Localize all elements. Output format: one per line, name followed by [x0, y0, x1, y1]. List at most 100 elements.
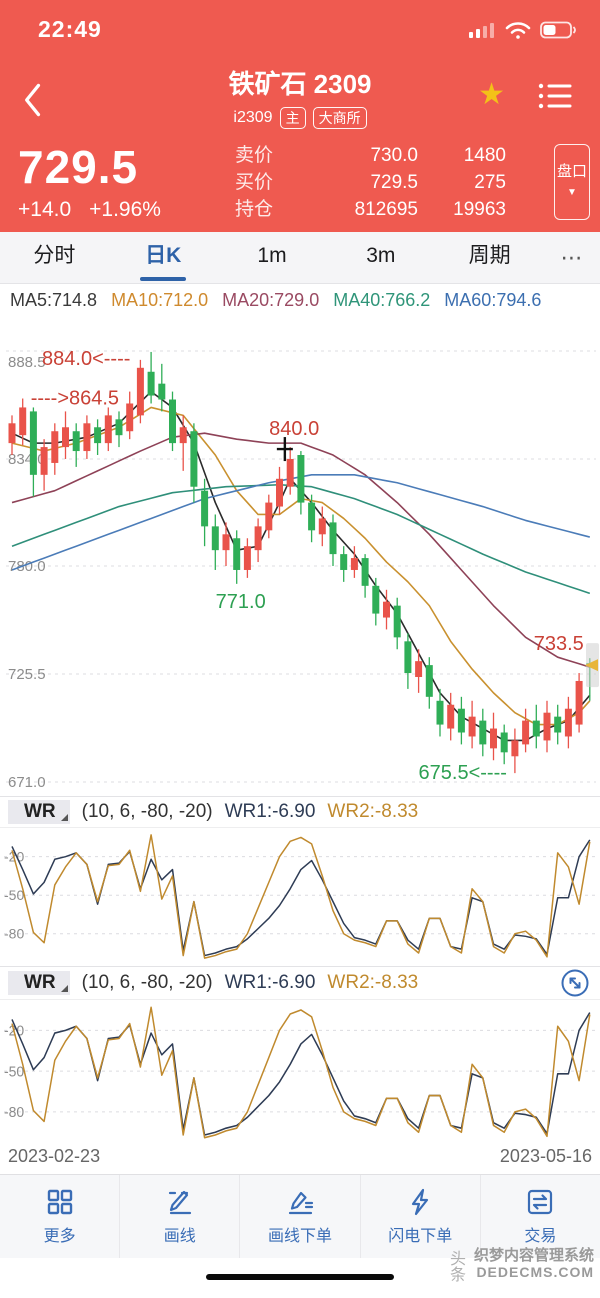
clock: 22:49	[38, 16, 102, 42]
quote-summary: 729.5 +14.0 +1.96% 卖价 730.0 1480 买价 729.5 275…	[0, 140, 600, 230]
toolbar-label: 闪电下单	[388, 1228, 453, 1245]
ma-legend-item: MA5:714.8	[10, 290, 98, 310]
svg-text:-80: -80	[4, 926, 24, 942]
svg-text:-50: -50	[4, 887, 24, 903]
toolbar-label: 交易	[524, 1228, 557, 1245]
tab-3m[interactable]: 3m	[366, 244, 396, 267]
toolbar-trade-button[interactable]: 交易	[479, 1175, 600, 1258]
toolbar-draw-line-button[interactable]: 画线	[119, 1175, 239, 1258]
wr-indicator-panel-1: WR (10, 6, -80, -20) WR1:-6.90 WR2:-8.33…	[0, 796, 600, 966]
wr-header-1: WR (10, 6, -80, -20) WR1:-6.90 WR2:-8.33	[0, 796, 600, 828]
toolbar-label: 更多	[43, 1228, 76, 1245]
title-block: 铁矿石 2309 i2309 主 大商所	[0, 64, 600, 129]
expand-chart-icon[interactable]	[560, 968, 590, 998]
wr-header-2: WR (10, 6, -80, -20) WR1:-6.90 WR2:-8.33	[0, 966, 600, 1000]
watermark-tag: 头条	[449, 1251, 466, 1284]
svg-text:675.5<----: 675.5<----	[419, 762, 507, 784]
lightning-icon	[412, 1188, 429, 1216]
svg-text:733.5: 733.5	[534, 633, 584, 655]
tab-分时[interactable]: 分时	[33, 244, 76, 267]
favorite-star-icon[interactable]: ★	[478, 78, 505, 111]
bid-ask-grid: 卖价 730.0 1480 买价 729.5 275 持仓 812695 19963	[235, 142, 506, 223]
quote-cell: 730.0	[370, 145, 418, 166]
wr-indicator-selector-2[interactable]: WR	[8, 971, 70, 995]
quote-cell: 729.5	[370, 172, 418, 193]
toolbar-grid-button[interactable]: 更多	[0, 1175, 119, 1258]
grid-icon	[47, 1189, 72, 1215]
svg-text:888.5: 888.5	[8, 354, 46, 371]
toolbar-lightning-button[interactable]: 闪电下单	[359, 1175, 480, 1258]
battery-icon	[540, 21, 576, 39]
last-price: 729.5	[18, 141, 139, 193]
toolbar-draw-order-button[interactable]: 画线下单	[239, 1175, 359, 1258]
svg-text:840.0: 840.0	[269, 418, 319, 440]
svg-text:884.0<----: 884.0<----	[42, 348, 130, 370]
price-change: +14.0 +1.96%	[18, 198, 161, 222]
quote-cell: 持仓	[235, 199, 274, 220]
quote-cell: 买价	[235, 172, 274, 193]
draw-line-icon	[168, 1190, 191, 1215]
cellular-signal-icon	[469, 23, 494, 38]
ma-legend: MA5:714.8 MA10:712.0 MA20:729.0 MA40:766.2 M…	[0, 284, 600, 340]
quote-row: 卖价 730.0 1480	[235, 142, 506, 169]
tab-more[interactable]: ⋯	[560, 244, 584, 270]
back-icon[interactable]	[18, 80, 48, 120]
depth-panel-button[interactable]: 盘口 ▼	[554, 144, 590, 220]
watchlist-menu-icon[interactable]	[538, 82, 572, 110]
svg-text:771.0: 771.0	[216, 591, 266, 613]
wr-params-2: (10, 6, -80, -20)	[81, 972, 213, 993]
watermark-line2: DEDECMS.COM	[476, 1264, 594, 1280]
svg-text:---->864.5: ---->864.5	[31, 388, 119, 410]
change-percent: +1.96%	[89, 198, 161, 221]
ma-legend-item: MA60:794.6	[444, 290, 542, 310]
nav-row: 铁矿石 2309 i2309 主 大商所 ★	[0, 62, 600, 140]
wr1-value: WR1:-6.90	[224, 801, 316, 822]
bottom-toolbar: 更多 画线 画线下单 闪电下单 交易	[0, 1174, 600, 1258]
quote-row: 买价 729.5 275	[235, 169, 506, 196]
svg-text:-80: -80	[4, 1105, 24, 1121]
quote-cell: 19963	[453, 199, 506, 220]
wifi-icon	[505, 22, 531, 39]
quote-row: 持仓 812695 19963	[235, 196, 506, 223]
trade-icon	[528, 1189, 553, 1215]
svg-text:725.5: 725.5	[8, 666, 46, 683]
page-title: 铁矿石 2309	[228, 69, 372, 99]
toolbar-label: 画线	[163, 1228, 196, 1245]
wr-params: (10, 6, -80, -20)	[81, 801, 213, 822]
contract-subtitle: i2309 主 大商所	[0, 107, 600, 129]
status-bar: 22:49	[0, 0, 600, 55]
quote-cell: 275	[474, 172, 506, 193]
tab-周期[interactable]: 周期	[468, 244, 511, 267]
header: 22:49	[0, 0, 600, 232]
depth-button-label: 盘口	[556, 163, 587, 180]
quote-cell: 812695	[354, 199, 418, 220]
toolbar-label: 画线下单	[268, 1228, 333, 1245]
svg-text:671.0: 671.0	[8, 774, 46, 791]
ma-legend-item: MA10:712.0	[111, 290, 209, 310]
watermark-line1: 织梦内容管理系统	[473, 1247, 594, 1264]
wr-indicator-panel-2: WR (10, 6, -80, -20) WR1:-6.90 WR2:-8.33…	[0, 966, 600, 1146]
ma-legend-item: MA40:766.2	[333, 290, 431, 310]
exchange-badge: 大商所	[312, 107, 367, 129]
wr1-value-2: WR1:-6.90	[224, 972, 316, 993]
chart-start-date: 2023-02-23	[8, 1146, 101, 1166]
quote-cell: 1480	[463, 145, 506, 166]
contract-code: i2309	[233, 109, 273, 126]
home-indicator[interactable]	[206, 1274, 394, 1280]
svg-text:780.0: 780.0	[8, 558, 46, 575]
wr2-value-2: WR2:-8.33	[327, 972, 419, 993]
candlestick-chart[interactable]: 888.5 834.0 780.0 725.5 671.0 884.0<---- ---->…	[0, 340, 600, 796]
tab-日K[interactable]: 日K	[109, 232, 218, 283]
quote-cell: 卖价	[235, 145, 274, 166]
ma-legend-item: MA20:729.0	[222, 290, 320, 310]
watermark: 头条 织梦内容管理系统 DEDECMS.COM	[450, 1247, 594, 1284]
wr2-value: WR2:-8.33	[327, 801, 419, 822]
tab-1m[interactable]: 1m	[257, 244, 287, 267]
change-value: +14.0	[18, 198, 72, 221]
main-contract-badge: 主	[279, 107, 306, 129]
wr-indicator-selector[interactable]: WR	[8, 800, 70, 824]
chart-end-date: 2023-05-16	[499, 1146, 592, 1166]
chevron-down-icon: ▼	[567, 187, 577, 198]
draw-order-icon	[288, 1191, 314, 1215]
